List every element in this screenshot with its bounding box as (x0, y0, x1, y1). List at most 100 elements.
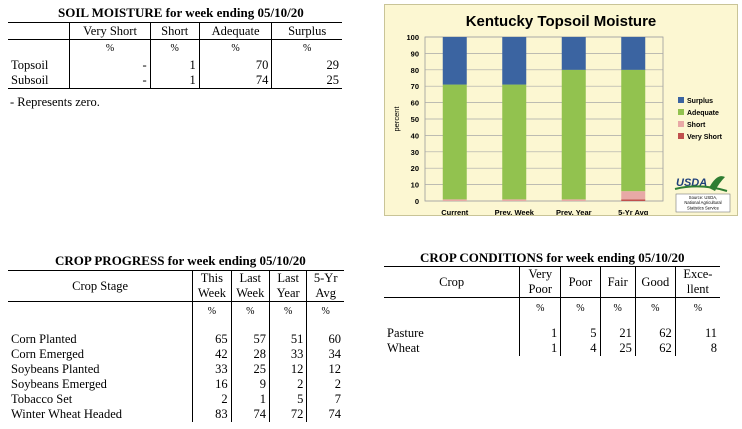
cell: 42 (192, 346, 232, 362)
y-tick-label: 40 (411, 131, 419, 140)
row-label: Tobacco Set (11, 391, 73, 406)
y-tick-label: 70 (411, 82, 419, 91)
col-short: Short (149, 22, 200, 40)
col-5yr-avg: 5-Yr (306, 270, 344, 286)
col-excellent-line2: llent (674, 282, 720, 298)
row-label: Subsoil (11, 72, 49, 87)
table-row: Pasture 1 5 21 62 11 (384, 325, 720, 341)
table-row: Wheat 1 4 25 62 8 (384, 340, 720, 356)
cell: 1 (149, 72, 200, 88)
table-row: Soybeans Emerged 16 9 2 2 (8, 376, 344, 392)
source-text: Source: USDA, (689, 195, 717, 200)
table-row: Soybeans Planted 33 25 12 12 (8, 361, 344, 377)
x-tick-label: 5-Yr Avg (618, 208, 649, 215)
cell: 9 (230, 376, 270, 392)
col-5yr-avg-line2: Avg (306, 286, 344, 302)
cell: 5 (560, 325, 600, 341)
y-tick-label: 50 (411, 115, 419, 124)
bar-segment (621, 199, 646, 201)
col-very-poor: Very (519, 266, 561, 282)
cell: 2 (192, 391, 232, 407)
bar-segment (442, 84, 467, 200)
legend-label: Surplus (687, 98, 713, 105)
legend-swatch (678, 133, 684, 139)
unit-cell: % (560, 297, 600, 319)
y-tick-label: 90 (411, 49, 419, 58)
row-label: Winter Wheat Headed (11, 406, 123, 421)
source-text: National Agricultural (684, 200, 721, 205)
unit-cell: % (271, 39, 342, 58)
cell: 12 (306, 361, 344, 377)
cell: 33 (192, 361, 232, 377)
cell: 57 (230, 331, 270, 347)
table-row: Tobacco Set 2 1 5 7 (8, 391, 344, 407)
bar-segment (502, 37, 527, 85)
cell: 74 (198, 72, 272, 88)
cell: 62 (634, 340, 676, 356)
cell: 12 (268, 361, 307, 377)
col-excellent: Exce- (674, 266, 720, 282)
crop-progress-title: CROP PROGRESS for week ending 05/10/20 (55, 253, 306, 268)
soil-moisture-table: Very Short Short Adequate Surplus % % % … (8, 22, 342, 89)
crop-stage-header: Crop Stage (8, 270, 193, 302)
y-tick-label: 100 (406, 33, 419, 42)
legend-swatch (678, 109, 684, 115)
y-tick-label: 80 (411, 66, 419, 75)
cell: 11 (674, 325, 720, 341)
cell: 25 (599, 340, 636, 356)
bar-segment (621, 191, 646, 200)
cell: 34 (306, 346, 344, 362)
unit-cell: % (198, 39, 272, 58)
source-box (675, 193, 731, 213)
unit-cell: % (599, 297, 636, 319)
row-label: Topsoil (11, 57, 49, 72)
col-this-week: This (192, 270, 232, 286)
y-tick-label: 0 (415, 197, 419, 206)
x-tick-label: Current (441, 208, 469, 215)
col-last-year-line2: Year (268, 286, 307, 302)
cell: 8 (674, 340, 720, 356)
cell: 4 (560, 340, 600, 356)
bar-segment (502, 199, 527, 201)
legend-swatch (678, 121, 684, 127)
cell: 72 (268, 406, 307, 422)
col-very-short: Very Short (69, 22, 151, 40)
cell: 2 (306, 376, 344, 392)
legend-label: Very Short (687, 134, 723, 141)
cell: 2 (268, 376, 307, 392)
col-last-year: Last (268, 270, 307, 286)
table-row: Corn Emerged 42 28 33 34 (8, 346, 344, 362)
row-label: Wheat (387, 340, 420, 355)
col-last-week-line2: Week (230, 286, 270, 302)
soil-moisture-title: SOIL MOISTURE for week ending 05/10/20 (58, 5, 304, 20)
zero-note: - Represents zero. (10, 95, 100, 109)
legend-label: Adequate (687, 110, 719, 117)
unit-cell: % (519, 297, 561, 319)
row-label: Corn Planted (11, 331, 77, 346)
cell: 65 (192, 331, 232, 347)
y-tick-label: 20 (411, 164, 419, 173)
col-very-poor-line2: Poor (519, 282, 561, 298)
col-this-week-line2: Week (192, 286, 232, 302)
crop-conditions-table: Crop Very Poor Fair Good Exce- Poor llen… (384, 266, 720, 356)
row-label: Corn Emerged (11, 346, 85, 361)
bar-segment (561, 69, 586, 200)
y-axis-label: percent (392, 106, 401, 132)
unit-cell: % (268, 301, 307, 321)
col-surplus: Surplus (271, 22, 342, 40)
unit-cell: % (192, 301, 232, 321)
crop-header: Crop (384, 266, 520, 298)
col-adequate: Adequate (198, 22, 272, 40)
table-row: Corn Planted 65 57 51 60 (8, 331, 344, 347)
cell: 28 (230, 346, 270, 362)
topsoil-moisture-chart: Kentucky Topsoil Moisture 0 10 20 30 40 50 60 70… (384, 4, 738, 216)
x-tick-label: Prev. Week (495, 208, 535, 215)
col-poor: Poor (560, 266, 600, 298)
source-text: Statistics Service (687, 205, 720, 210)
cell: 70 (198, 57, 272, 73)
row-label: Soybeans Emerged (11, 376, 107, 391)
row-label: Soybeans Planted (11, 361, 100, 376)
y-tick-label: 10 (411, 181, 419, 190)
bar-segment (561, 199, 586, 201)
unit-cell: % (634, 297, 676, 319)
